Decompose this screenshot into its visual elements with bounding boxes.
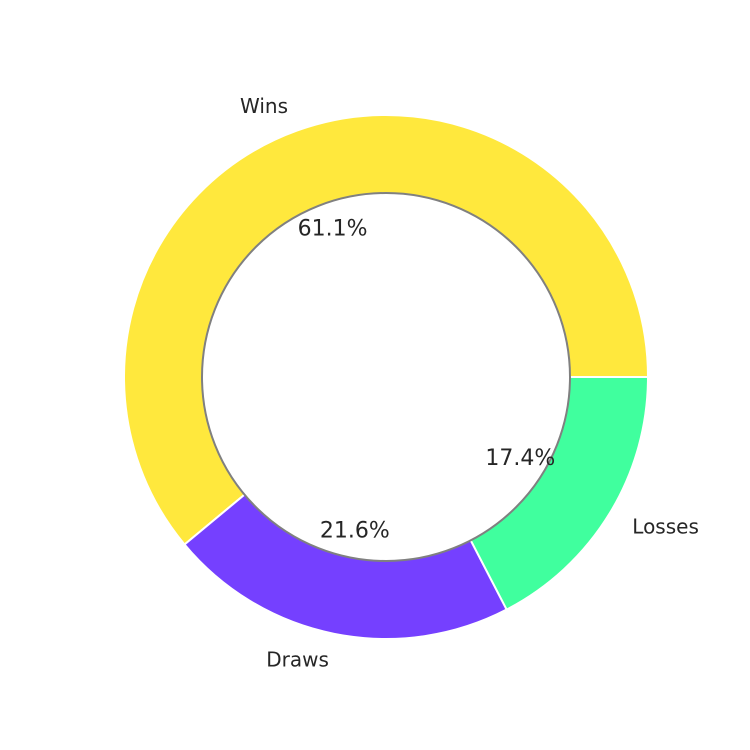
category-label-losses: Losses <box>632 515 699 539</box>
percent-label-wins: 61.1% <box>298 217 368 242</box>
percent-label-draws: 21.6% <box>320 519 390 544</box>
percent-label-losses: 17.4% <box>485 446 555 471</box>
slice-labels: Wins 61.1% Draws 21.6% Losses 17.4% <box>240 94 699 672</box>
category-label-wins: Wins <box>240 94 288 118</box>
donut-center-hole <box>201 192 571 562</box>
category-label-draws: Draws <box>266 647 329 671</box>
